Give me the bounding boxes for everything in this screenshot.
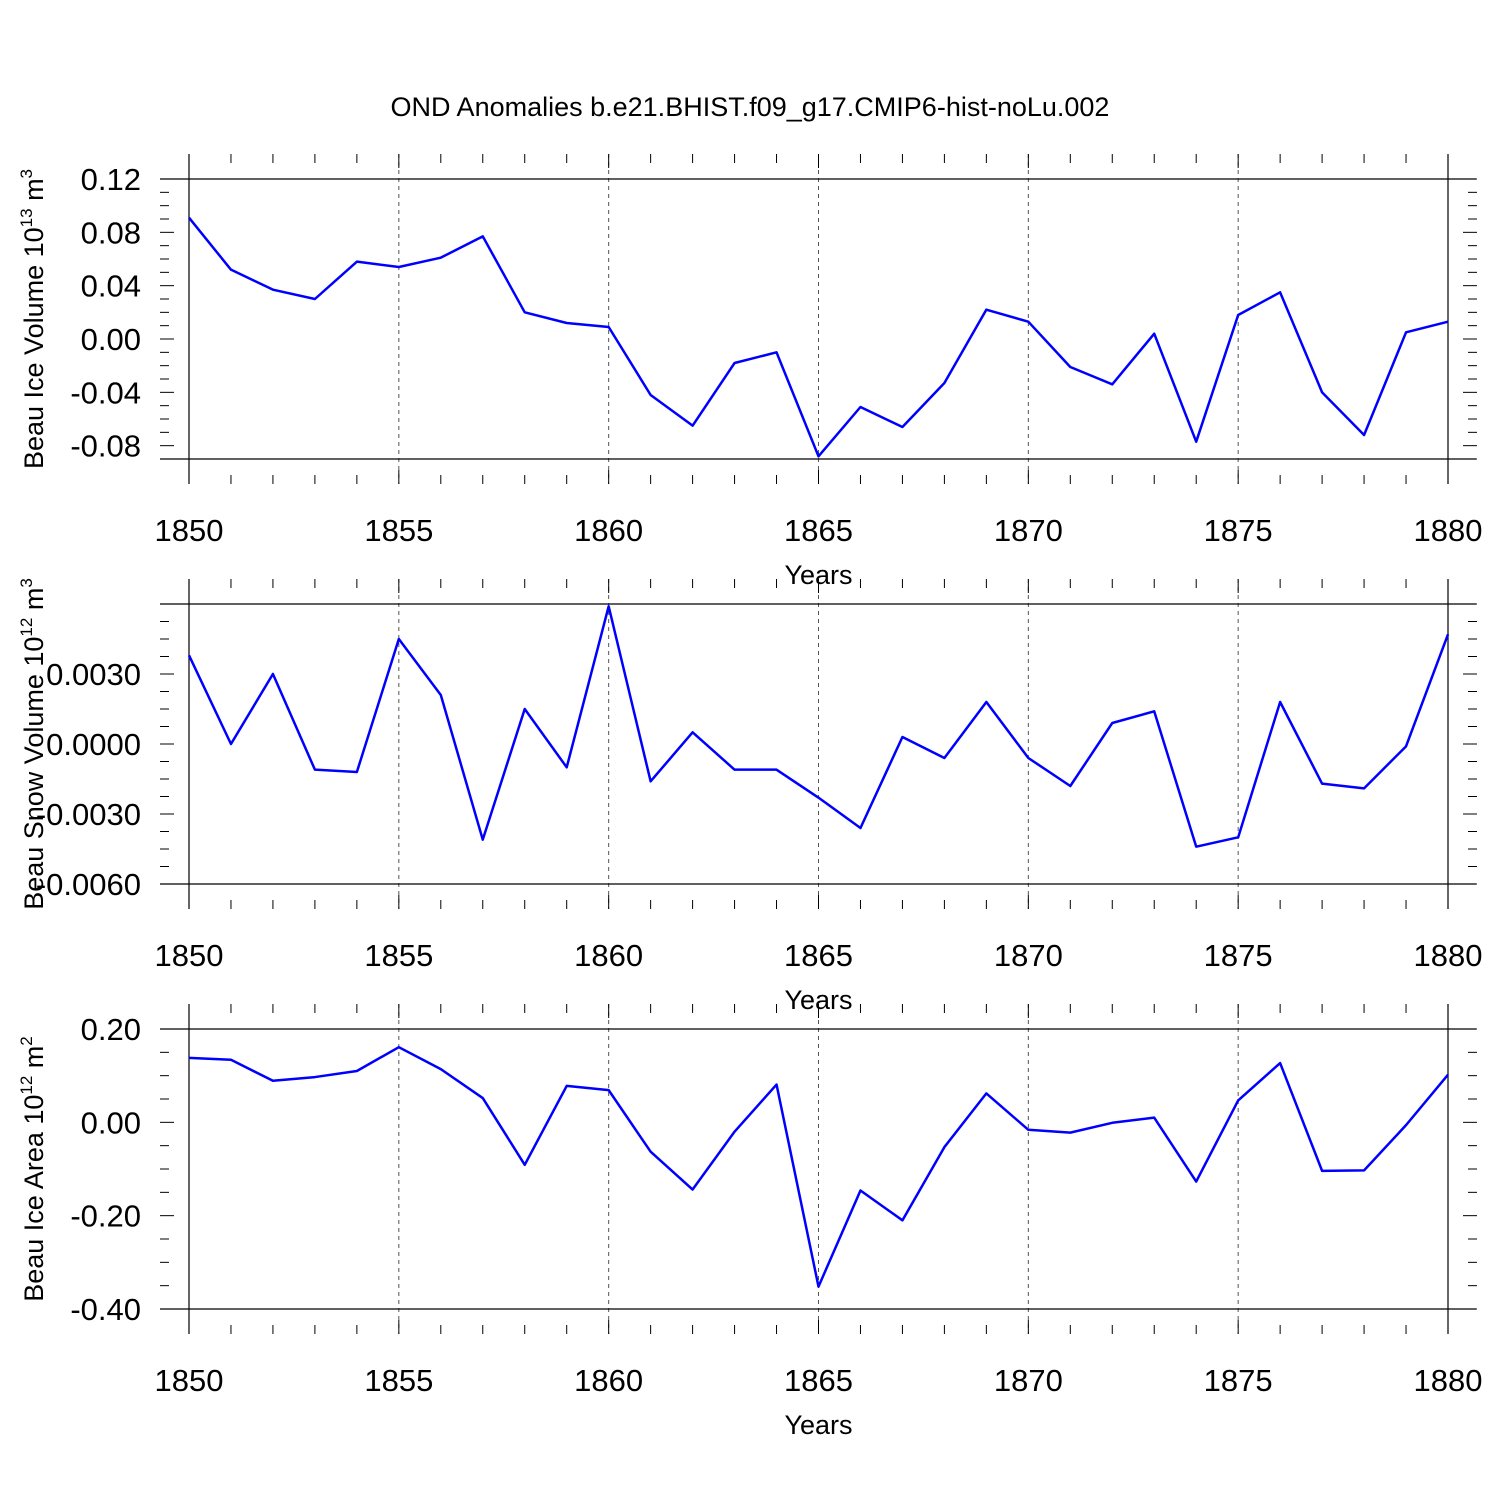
series-line bbox=[188, 216, 1449, 458]
y-tick-label: -0.08 bbox=[70, 429, 141, 464]
x-tick-label: 1860 bbox=[574, 1363, 643, 1398]
x-tick-label: 1850 bbox=[155, 938, 224, 973]
x-tick-label: 1860 bbox=[574, 938, 643, 973]
y-tick-label: 0.0030 bbox=[46, 657, 141, 692]
y-tick-label: 0.08 bbox=[81, 215, 141, 250]
x-tick-label: 1850 bbox=[155, 513, 224, 548]
x-tick-label: 1880 bbox=[1414, 938, 1483, 973]
y-tick-label: 0.04 bbox=[81, 269, 141, 304]
y-tick-label: -0.40 bbox=[70, 1292, 141, 1327]
x-axis-title: Years bbox=[784, 1410, 852, 1440]
x-tick-label: 1850 bbox=[155, 1363, 224, 1398]
x-tick-label: 1865 bbox=[784, 1363, 853, 1398]
x-tick-label: 1875 bbox=[1204, 1363, 1273, 1398]
chart-title: OND Anomalies b.e21.BHIST.f09_g17.CMIP6-… bbox=[391, 92, 1110, 122]
x-tick-label: 1870 bbox=[994, 938, 1063, 973]
series-line bbox=[187, 605, 1450, 848]
y-tick-label: 0.00 bbox=[81, 1105, 141, 1140]
chart-panel-1: -0.08 -0.04 0.00 0.04 0.08 0.12 1850 1855 1860 18… bbox=[17, 154, 1482, 590]
chart-panel-3: -0.40 -0.20 0.00 0.20 1850 1855 1860 1865 1870 18… bbox=[17, 1004, 1482, 1440]
y-axis-title: Beau Ice Volume 1013 m3 bbox=[17, 169, 49, 469]
y-tick-label: -0.0030 bbox=[36, 797, 141, 832]
y-axis-title: Beau Ice Area 1012 m2 bbox=[17, 1036, 49, 1302]
y-axis-title: Beau Snow Volume 1012 m3 bbox=[17, 578, 49, 910]
x-tick-label: 1875 bbox=[1204, 938, 1273, 973]
y-tick-label: -0.04 bbox=[70, 375, 141, 410]
x-tick-label: 1860 bbox=[574, 513, 643, 548]
x-tick-label: 1875 bbox=[1204, 513, 1273, 548]
y-tick-label: -0.20 bbox=[70, 1199, 141, 1234]
x-tick-label: 1880 bbox=[1414, 513, 1483, 548]
x-tick-label: 1870 bbox=[994, 1363, 1063, 1398]
y-tick-label: 0.00 bbox=[81, 322, 141, 357]
x-tick-label: 1880 bbox=[1414, 1363, 1483, 1398]
y-tick-label: -0.0060 bbox=[36, 867, 141, 902]
x-tick-label: 1855 bbox=[364, 513, 433, 548]
y-tick-label: 0.20 bbox=[81, 1012, 141, 1047]
y-tick-label: 0.12 bbox=[81, 162, 141, 197]
chart-panel-2: -0.0060 -0.0030 0.0000 0.0030 1850 1855 1860 18… bbox=[17, 578, 1482, 1015]
x-tick-label: 1865 bbox=[784, 938, 853, 973]
series-line bbox=[188, 1045, 1449, 1288]
x-tick-label: 1870 bbox=[994, 513, 1063, 548]
y-tick-label: 0.0000 bbox=[46, 727, 141, 762]
x-tick-label: 1865 bbox=[784, 513, 853, 548]
x-tick-label: 1855 bbox=[364, 938, 433, 973]
x-tick-label: 1855 bbox=[364, 1363, 433, 1398]
